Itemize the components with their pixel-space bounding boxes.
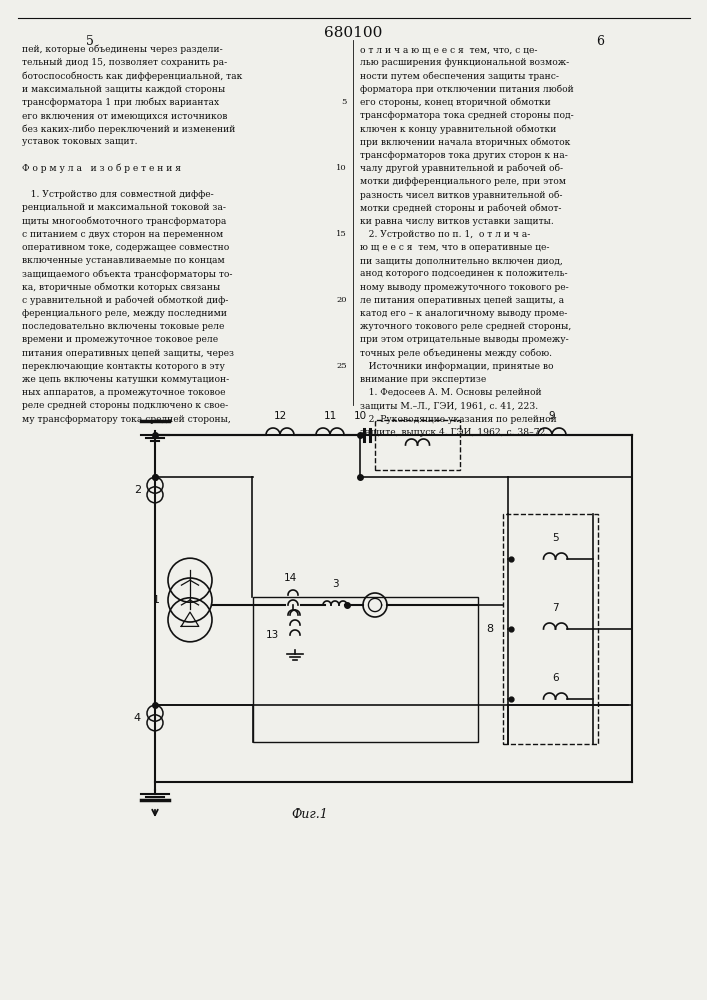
Text: 12: 12 [274,411,286,421]
Text: 6: 6 [596,35,604,48]
Text: 8: 8 [486,624,493,634]
Text: его включения от имеющихся источников: его включения от имеющихся источников [22,111,228,120]
Text: 6: 6 [552,673,559,683]
Text: 1: 1 [153,595,160,605]
Text: о т л и ч а ю щ е е с я  тем, что, с це-: о т л и ч а ю щ е е с я тем, что, с це- [360,45,537,54]
Text: и максимальной защиты каждой стороны: и максимальной защиты каждой стороны [22,85,226,94]
Text: мотки средней стороны и рабочей обмот-: мотки средней стороны и рабочей обмот- [360,203,561,213]
Text: мотки дифференциального реле, при этом: мотки дифференциального реле, при этом [360,177,566,186]
Text: чалу другой уравнительной и рабочей об-: чалу другой уравнительной и рабочей об- [360,164,563,173]
Text: щиты многообмоточного трансформатора: щиты многообмоточного трансформатора [22,217,226,226]
Text: пи защиты дополнительно включен диод,: пи защиты дополнительно включен диод, [360,256,563,265]
Text: Фиг.1: Фиг.1 [291,808,328,822]
Text: 5: 5 [552,533,559,543]
Text: ботоспособность как дифференциальной, так: ботоспособность как дифференциальной, та… [22,71,243,81]
Text: тельный диод 15, позволяет сохранить ра-: тельный диод 15, позволяет сохранить ра- [22,58,227,67]
Text: трансформаторов тока других сторон к на-: трансформаторов тока других сторон к на- [360,151,568,160]
Text: 1. Федосеев А. М. Основы релейной: 1. Федосеев А. М. Основы релейной [360,388,542,397]
Text: 13: 13 [266,630,279,640]
Text: последовательно включены токовые реле: последовательно включены токовые реле [22,322,224,331]
Text: Источники информации, принятые во: Источники информации, принятые во [360,362,554,371]
Bar [503,514,598,744]
Text: 2: 2 [134,485,141,495]
Text: лью расширения функциональной возмож-: лью расширения функциональной возмож- [360,58,569,67]
Text: 3: 3 [332,579,339,589]
Text: ных аппаратов, а промежуточное токовое: ных аппаратов, а промежуточное токовое [22,388,226,397]
Text: пей, которые объединены через раздели-: пей, которые объединены через раздели- [22,45,223,54]
Text: ле питания оперативных цепей защиты, а: ле питания оперативных цепей защиты, а [360,296,564,305]
Text: питания оперативных цепей защиты, через: питания оперативных цепей защиты, через [22,349,234,358]
Text: переключающие контакты которого в эту: переключающие контакты которого в эту [22,362,225,371]
Text: 680100: 680100 [324,26,382,40]
Text: 10: 10 [337,164,347,172]
Text: 9: 9 [549,411,555,421]
Text: внимание при экспертизе: внимание при экспертизе [360,375,486,384]
Text: защите, выпуск 4. ГЭИ, 1962, с. 38–72.: защите, выпуск 4. ГЭИ, 1962, с. 38–72. [360,428,548,437]
Text: 5: 5 [86,35,94,48]
Text: катод его – к аналогичному выводу проме-: катод его – к аналогичному выводу проме- [360,309,568,318]
Text: му трансформатору тока средней стороны,: му трансформатору тока средней стороны, [22,415,230,424]
Text: ю щ е е с я  тем, что в оперативные це-: ю щ е е с я тем, что в оперативные це- [360,243,549,252]
Text: уставок токовых защит.: уставок токовых защит. [22,137,137,146]
Text: оперативном токе, содержащее совместно: оперативном токе, содержащее совместно [22,243,229,252]
Text: с уравнительной и рабочей обмоткой диф-: с уравнительной и рабочей обмоткой диф- [22,296,228,305]
Text: ности путем обеспечения защиты транс-: ности путем обеспечения защиты транс- [360,71,559,81]
Text: 25: 25 [337,362,347,370]
Text: времени и промежуточное токовое реле: времени и промежуточное токовое реле [22,335,218,344]
Text: ренциальной и максимальной токовой за-: ренциальной и максимальной токовой за- [22,203,226,212]
Text: 14: 14 [284,573,297,583]
Text: защищаемого объекта трансформаторы то-: защищаемого объекта трансформаторы то- [22,269,233,279]
Text: 2. Устройство по п. 1,  о т л и ч а-: 2. Устройство по п. 1, о т л и ч а- [360,230,530,239]
Bar [375,420,460,470]
Text: 7: 7 [552,603,559,613]
Text: 4: 4 [134,713,141,723]
Text: его стороны, конец вторичной обмотки: его стороны, конец вторичной обмотки [360,98,551,107]
Text: же цепь включены катушки коммутацион-: же цепь включены катушки коммутацион- [22,375,229,384]
Text: без каких-либо переключений и изменений: без каких-либо переключений и изменений [22,124,235,134]
Text: при включении начала вторичных обмоток: при включении начала вторичных обмоток [360,137,571,147]
Text: точных реле объединены между собою.: точных реле объединены между собою. [360,349,552,358]
Text: 15: 15 [337,230,347,238]
Text: 10: 10 [354,411,366,421]
Text: при этом отрицательные выводы промежу-: при этом отрицательные выводы промежу- [360,335,568,344]
Text: Ф о р м у л а   и з о б р е т е н и я: Ф о р м у л а и з о б р е т е н и я [22,164,181,173]
Text: жуточного токового реле средней стороны,: жуточного токового реле средней стороны, [360,322,571,331]
Text: включенные устанавливаемые по концам: включенные устанавливаемые по концам [22,256,225,265]
Text: трансформатора 1 при любых вариантах: трансформатора 1 при любых вариантах [22,98,219,107]
Text: форматора при отключении питания любой: форматора при отключении питания любой [360,85,574,94]
Text: реле средней стороны подключено к свое-: реле средней стороны подключено к свое- [22,401,228,410]
Text: 2. Руководящие указания по релейной: 2. Руководящие указания по релейной [360,415,556,424]
Text: ференциального реле, между последними: ференциального реле, между последними [22,309,227,318]
Text: 5: 5 [341,98,347,106]
Text: ка, вторичные обмотки которых связаны: ка, вторичные обмотки которых связаны [22,283,221,292]
Text: 1. Устройство для совместной диффе-: 1. Устройство для совместной диффе- [22,190,214,199]
Text: разность чисел витков уравнительной об-: разность чисел витков уравнительной об- [360,190,563,200]
Text: ки равна числу витков уставки защиты.: ки равна числу витков уставки защиты. [360,217,554,226]
Text: с питанием с двух сторон на переменном: с питанием с двух сторон на переменном [22,230,223,239]
Text: ному выводу промежуточного токового ре-: ному выводу промежуточного токового ре- [360,283,568,292]
Bar [253,597,478,742]
Text: защиты М.–Л., ГЭИ, 1961, с. 41, 223.: защиты М.–Л., ГЭИ, 1961, с. 41, 223. [360,401,538,410]
Text: трансформатора тока средней стороны под-: трансформатора тока средней стороны под- [360,111,574,120]
Text: 11: 11 [323,411,337,421]
Text: ключен к концу уравнительной обмотки: ключен к концу уравнительной обмотки [360,124,556,134]
Text: 20: 20 [337,296,347,304]
Text: анод которого подсоединен к положитель-: анод которого подсоединен к положитель- [360,269,568,278]
